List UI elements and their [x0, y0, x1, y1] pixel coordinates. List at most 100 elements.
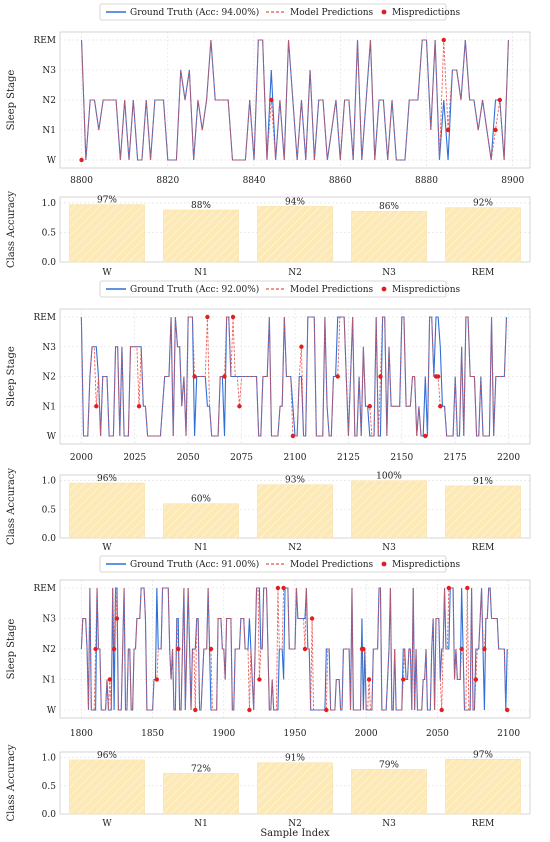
bar-value-label: 88%	[191, 201, 211, 211]
mispred-point	[445, 127, 451, 133]
mispred-point	[192, 374, 197, 379]
mispred-point	[497, 97, 503, 103]
x-tick-label: N3	[382, 819, 396, 829]
mispred-point	[435, 374, 441, 379]
y-axis-label: Class Accuracy	[6, 744, 17, 821]
y-tick-label: REM	[33, 584, 56, 594]
y-tick-label: W	[47, 156, 57, 166]
mispred-point	[107, 677, 113, 682]
mispred-point	[208, 646, 214, 652]
x-tick-label: 2025	[123, 453, 146, 463]
bar-value-label: 91%	[473, 477, 493, 487]
y-tick-label: N2	[42, 645, 56, 655]
bar-n1	[163, 209, 239, 263]
bar-rem	[445, 759, 521, 815]
mispred-point	[441, 37, 446, 43]
mispred-point	[482, 646, 487, 652]
bar-n3	[351, 769, 427, 815]
legend-label-mispred: Mispredictions	[392, 8, 460, 18]
legend-label-mispred: Mispredictions	[392, 285, 460, 295]
mispred-point	[465, 585, 470, 591]
mispred-point	[114, 616, 120, 621]
x-tick-label: W	[102, 543, 112, 553]
x-tick-label: N2	[288, 819, 302, 829]
mispred-point	[237, 404, 242, 409]
y-tick-label: N1	[42, 676, 56, 686]
x-tick-label: REM	[472, 268, 495, 278]
stage-chart-3: W N1 N2 N3 REM 1800 1850 1900 1950 2000 2050 2100 Sl…	[6, 555, 531, 739]
prediction-line	[80, 316, 507, 437]
bar-w	[69, 482, 145, 539]
mispred-point	[205, 314, 210, 320]
bar-w	[69, 759, 145, 815]
bar-value-label: 72%	[191, 764, 211, 774]
mispred-point	[257, 677, 262, 682]
mispred-point	[439, 707, 444, 713]
bar-n2	[257, 762, 333, 815]
plot-frame	[59, 31, 531, 169]
bar-value-label: 100%	[376, 472, 402, 482]
y-axis-label: Class Accuracy	[6, 468, 17, 545]
mispred-point	[366, 677, 372, 682]
bar-value-label: 79%	[379, 760, 399, 770]
mispred-point	[473, 677, 479, 682]
x-tick-label: 1800	[70, 729, 93, 739]
y-tick-label: 0.0	[42, 534, 57, 544]
x-tick-label: 8860	[329, 176, 352, 186]
x-axis-label: Sample Index	[260, 828, 330, 839]
x-tick-label: N2	[288, 543, 302, 553]
x-tick-label: W	[102, 819, 112, 829]
x-tick-label: 2050	[177, 453, 200, 463]
bar-n1	[163, 503, 239, 539]
legend-label-truth: Ground Truth (Acc: 91.00%)	[130, 559, 259, 570]
x-tick-label: 2125	[337, 453, 360, 463]
mispred-point	[269, 97, 274, 103]
legend-label-prediction: Model Predictions	[290, 8, 374, 18]
mispred-point	[94, 404, 99, 409]
y-tick-label: N1	[42, 402, 56, 412]
bar-n3	[351, 480, 427, 539]
x-tick-label: 1850	[141, 729, 164, 739]
bar-value-label: 94%	[285, 197, 305, 207]
mispred-point	[459, 646, 464, 652]
mispred-point	[302, 646, 308, 652]
legend-label-prediction: Model Predictions	[290, 285, 374, 295]
x-tick-label: N3	[382, 543, 396, 553]
bar-n2	[257, 484, 333, 539]
y-tick-label: 0.0	[42, 258, 57, 268]
x-tick-label: 2100	[284, 453, 307, 463]
bar-n1	[163, 773, 239, 815]
mispred-point	[446, 585, 452, 591]
x-tick-label: N3	[382, 268, 396, 278]
y-axis-label: Sleep Stage	[6, 346, 17, 407]
bar-value-label: 60%	[191, 495, 211, 505]
mispred-point	[299, 344, 304, 349]
class-accuracy-chart-3: 0.0 0.5 1.0 96% W 72% N1 91% N2 79% N3 97% REM Class …	[6, 744, 531, 839]
legend-swatch-mispred	[381, 286, 387, 292]
x-tick-label: 2075	[230, 453, 253, 463]
stage-chart-2: W N1 N2 N3 REM 2000 2025 2050 2075 2100 2125 2150 21…	[6, 280, 531, 463]
mispred-point	[361, 646, 366, 652]
prediction-line	[81, 39, 509, 161]
y-tick-label: N2	[42, 96, 56, 106]
bar-value-label: 91%	[285, 754, 305, 764]
mispred-point	[290, 433, 296, 439]
bar-n3	[351, 210, 427, 263]
mispred-point	[493, 127, 498, 133]
x-tick-label: 2200	[497, 453, 520, 463]
mispred-point	[505, 707, 510, 713]
mispred-point	[176, 646, 181, 652]
x-tick-label: 8880	[415, 176, 438, 186]
y-tick-label: N3	[42, 343, 56, 353]
x-tick-label: N2	[288, 268, 302, 278]
bar-value-label: 97%	[473, 750, 493, 760]
bar-rem	[445, 485, 521, 539]
x-tick-label: 2175	[444, 453, 467, 463]
mispred-point	[281, 585, 286, 591]
mispred-point	[222, 374, 227, 379]
y-tick-label: N3	[42, 615, 56, 625]
legend-swatch-mispred	[381, 9, 387, 15]
mispred-point	[401, 677, 406, 682]
mispred-point	[136, 404, 142, 409]
